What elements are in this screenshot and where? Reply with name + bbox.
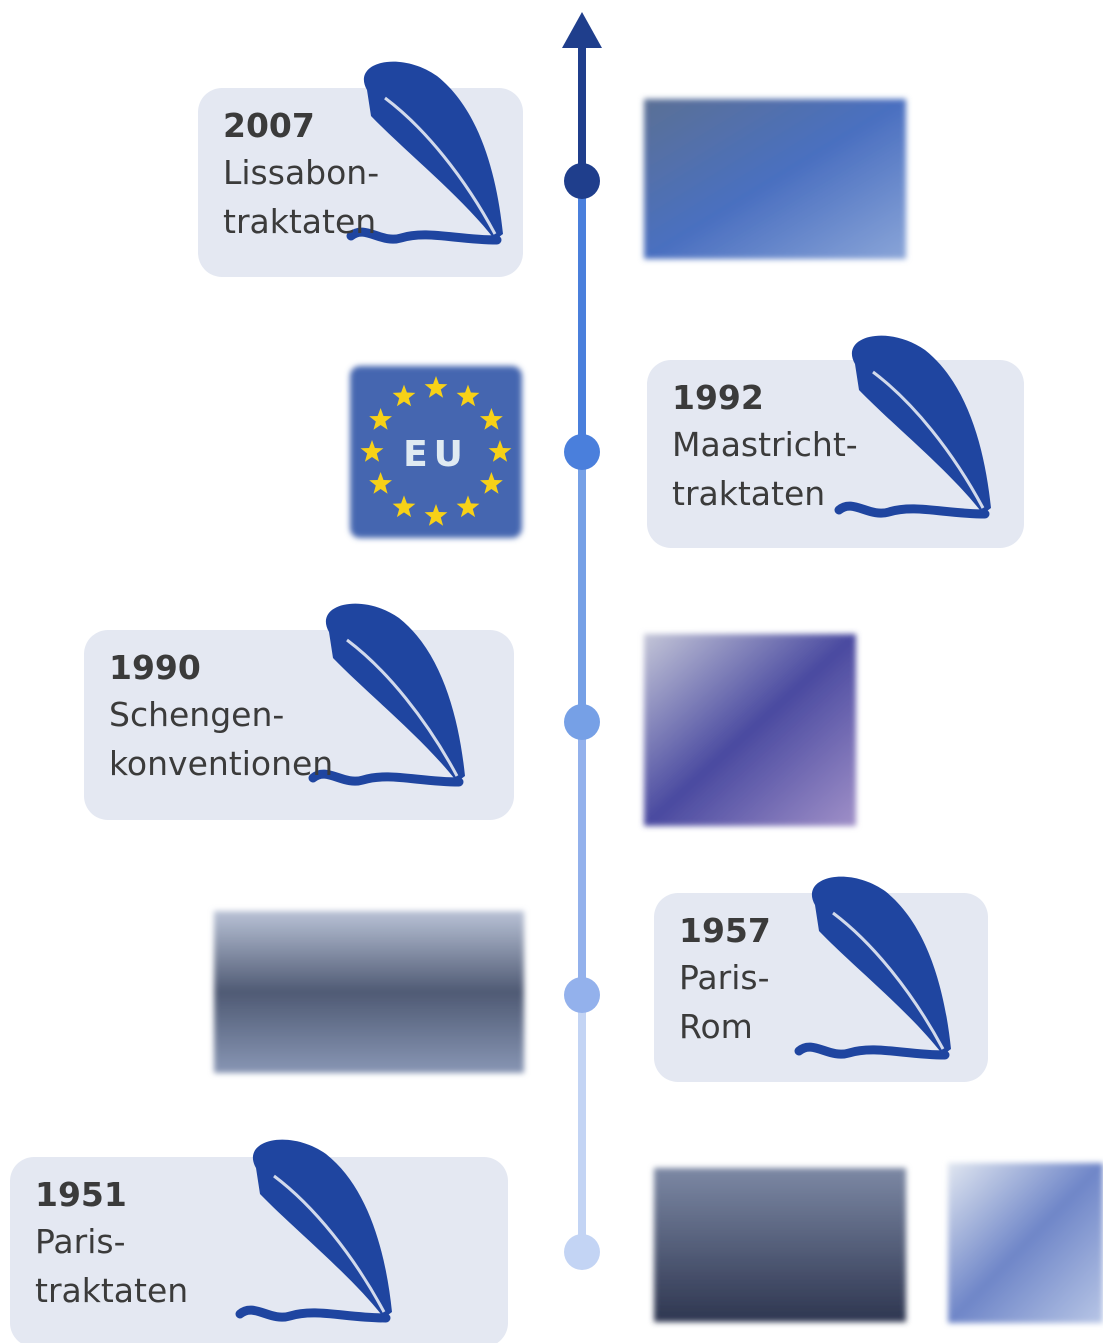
event-card: 1990 Schengen-konventionen (84, 604, 514, 820)
event-name: Rom (679, 1007, 753, 1046)
event-card: 1957 Paris- Rom (654, 877, 988, 1082)
photo (654, 1168, 906, 1322)
event-name: Schengen- (109, 695, 284, 734)
event-name: Lissabon- (223, 153, 379, 192)
event-name: Paris- (679, 958, 769, 997)
event-name: Paris- (35, 1222, 125, 1261)
photo (644, 99, 906, 259)
year: 2007 (223, 106, 315, 145)
year: 1990 (109, 648, 201, 687)
year: 1951 (35, 1175, 127, 1214)
year: 1992 (672, 378, 764, 417)
event-name: traktaten (223, 202, 376, 241)
event-name: konventionen (109, 744, 333, 783)
map (644, 634, 856, 826)
year: 1957 (679, 911, 771, 950)
timeline: EU 2007 Lissabon-traktaten 1992 Maastricht-… (0, 0, 1103, 1343)
event-name: traktaten (672, 474, 825, 513)
event-name: Maastricht- (672, 425, 858, 464)
axis (562, 12, 602, 1270)
event-card: 1951 Paris-traktaten (10, 1140, 508, 1343)
event-card: 1992 Maastricht-traktaten (647, 336, 1024, 548)
badge-text: EU (403, 434, 469, 475)
event-card: 2007 Lissabon-traktaten (198, 62, 523, 277)
eu-badge: EU (350, 366, 522, 538)
event-name: traktaten (35, 1271, 188, 1310)
map (948, 1163, 1103, 1323)
photo (214, 911, 524, 1073)
